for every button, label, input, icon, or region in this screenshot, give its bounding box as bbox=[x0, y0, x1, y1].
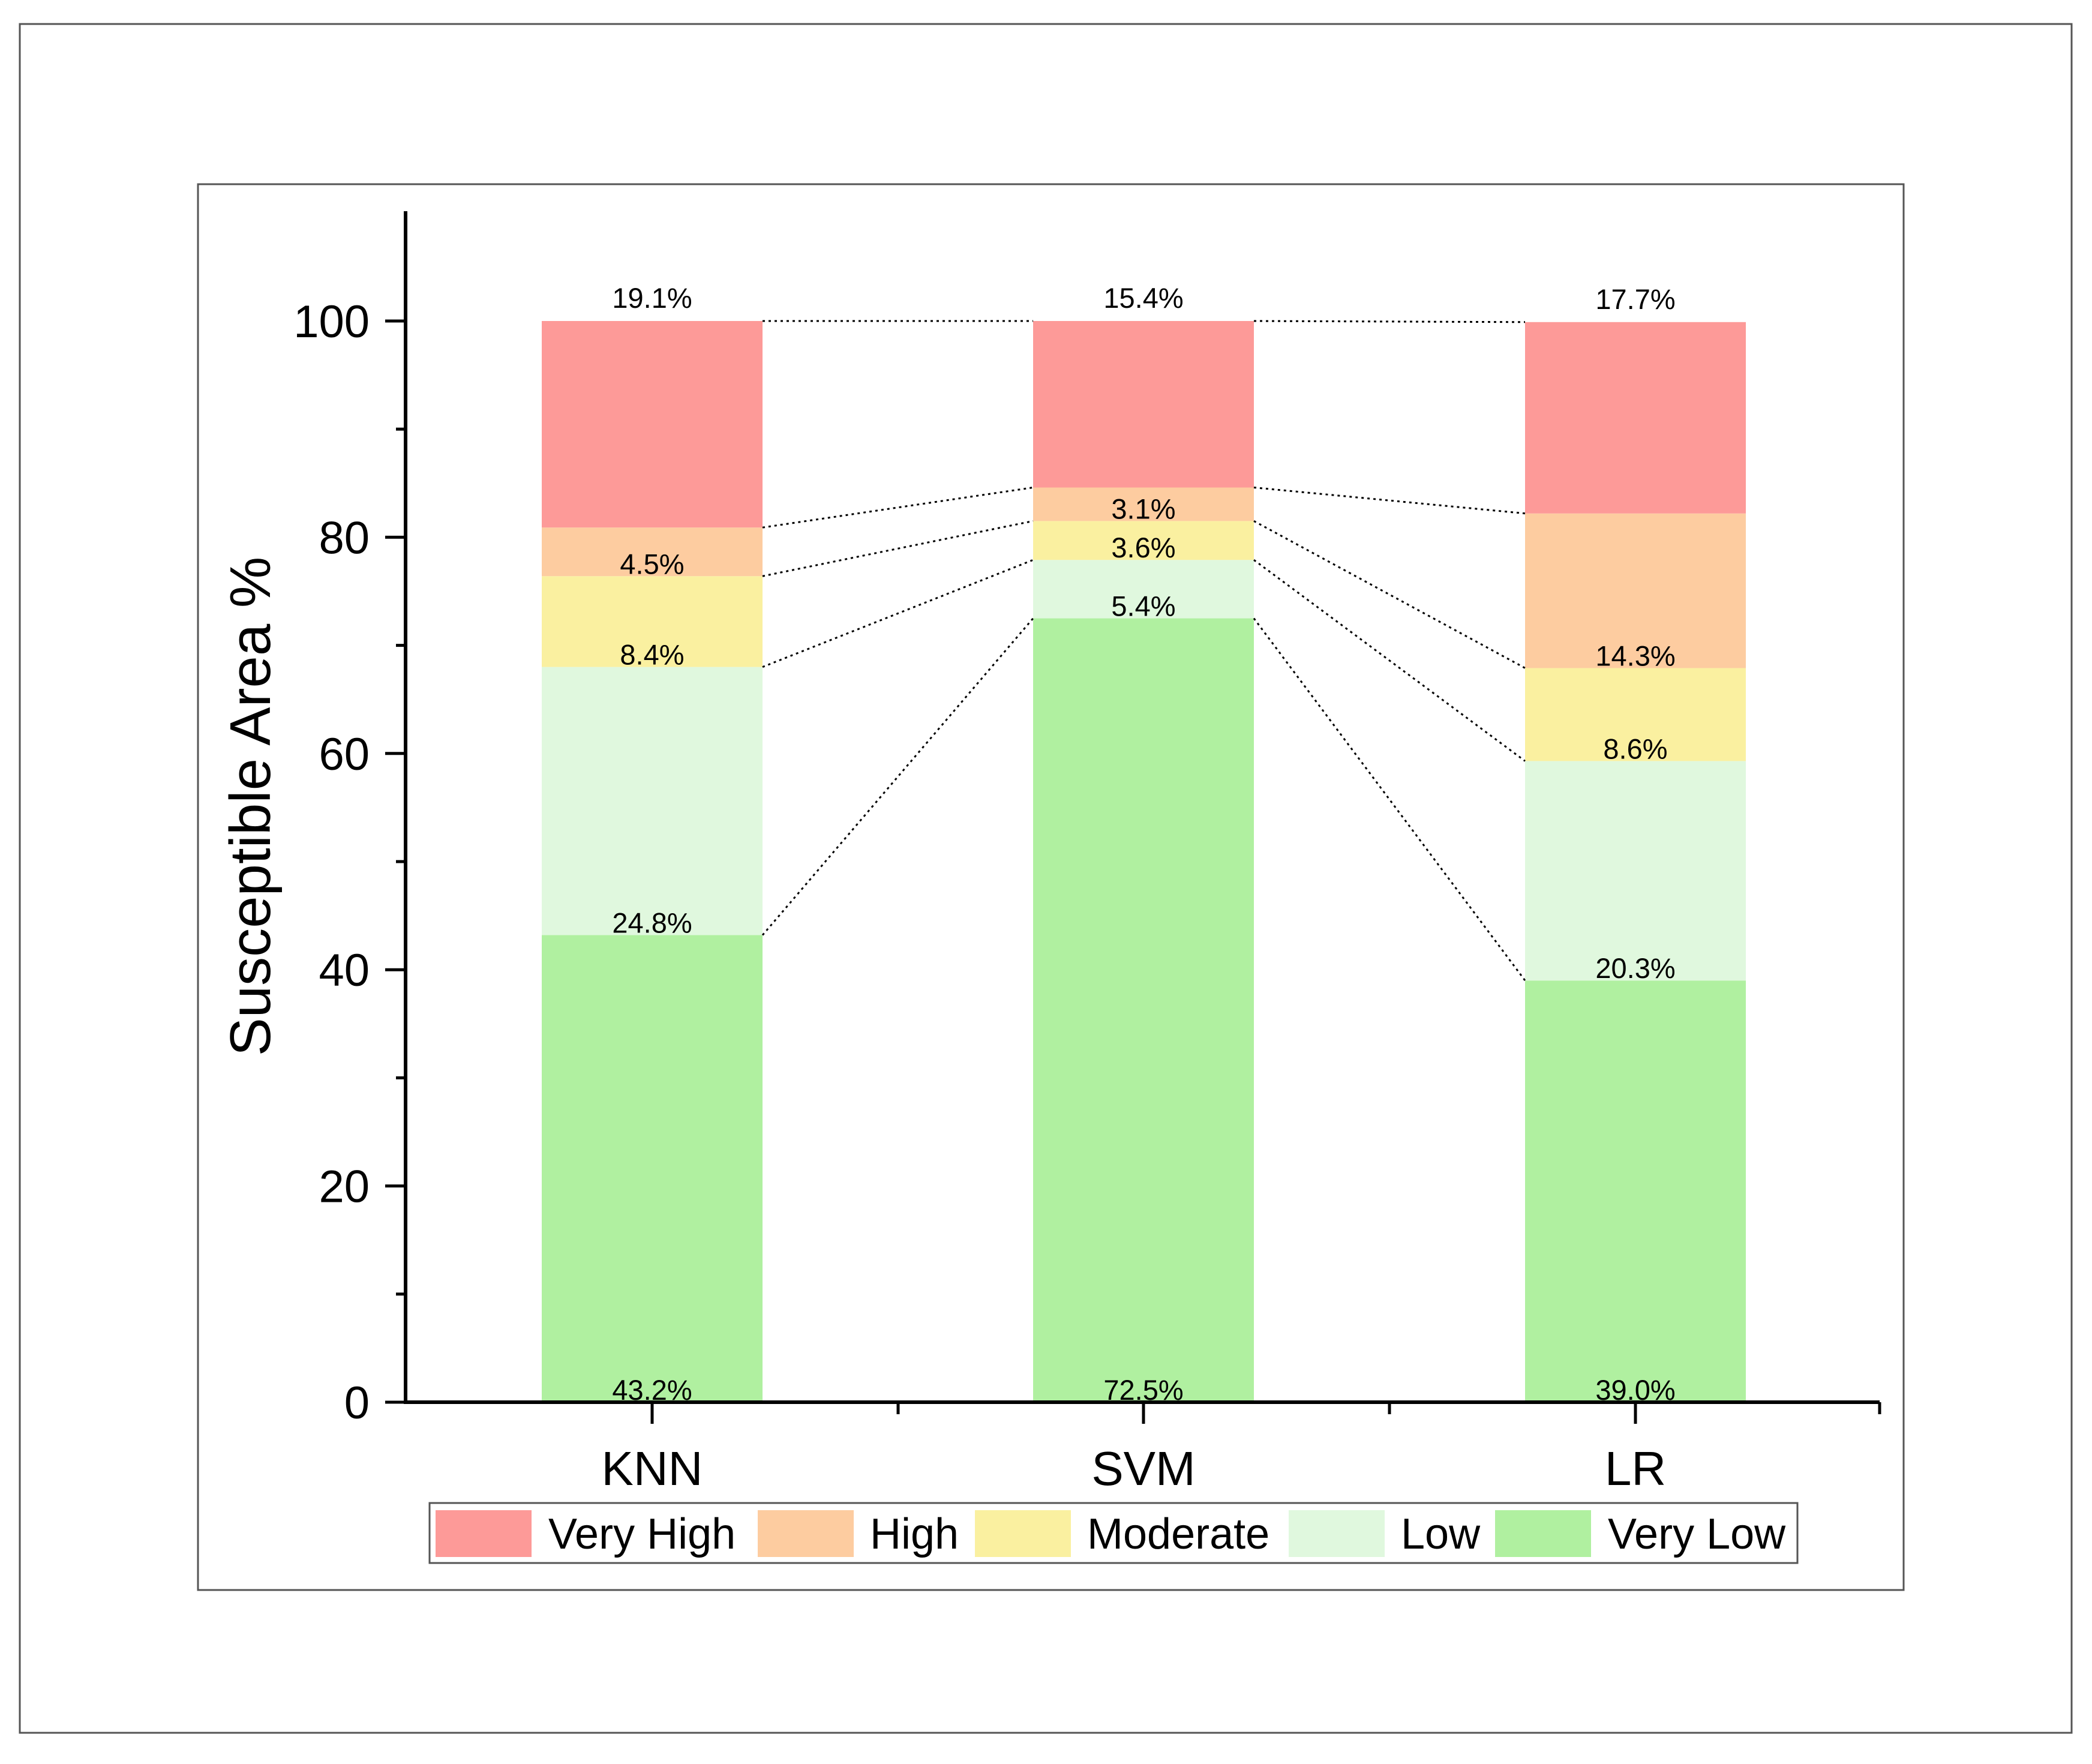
legend-label-very-high: Very High bbox=[548, 1510, 736, 1558]
legend-label-low: Low bbox=[1401, 1510, 1481, 1558]
bar-segment-high-lr bbox=[1525, 513, 1746, 668]
connector-lines-layer bbox=[761, 320, 1526, 982]
bar-segment-high-svm bbox=[1033, 487, 1254, 521]
connector-line bbox=[762, 487, 1034, 529]
bar-segment-very-high-knn bbox=[542, 321, 763, 528]
y-tick-label: 20 bbox=[319, 1162, 370, 1213]
axes-layer: 0 20 40 60 80 100 Susceptible Area % KNN SVM LR bbox=[218, 211, 1881, 1495]
bar-segment-moderate-svm bbox=[1033, 521, 1254, 560]
bar-segment-very-low-lr bbox=[1525, 980, 1746, 1402]
value-label: 3.6% bbox=[1111, 532, 1175, 563]
value-label: 43.2% bbox=[612, 1374, 692, 1406]
bar-segment-moderate-lr bbox=[1525, 668, 1746, 761]
segment-labels-layer: 43.2% 24.8% 8.4% 4.5% 19.1% 72.5% 5.4% 3.6% 3.1%… bbox=[612, 282, 1675, 1406]
value-label: 39.0% bbox=[1595, 1374, 1675, 1406]
legend-swatch-moderate bbox=[975, 1510, 1071, 1557]
value-label: 8.4% bbox=[620, 639, 684, 671]
x-tick-label-svm: SVM bbox=[1091, 1442, 1195, 1495]
legend-swatch-very-high bbox=[436, 1510, 532, 1557]
legend-label-high: High bbox=[870, 1510, 959, 1558]
legend: Very High High Moderate Low Very Low bbox=[428, 1502, 1799, 1564]
value-label: 24.8% bbox=[612, 907, 692, 939]
y-tick-label: 40 bbox=[319, 945, 370, 996]
value-label: 8.6% bbox=[1603, 733, 1667, 764]
connector-line bbox=[1253, 520, 1526, 669]
connector-line bbox=[1253, 617, 1526, 982]
bar-segment-very-high-lr bbox=[1525, 322, 1746, 514]
value-label: 4.5% bbox=[620, 548, 684, 580]
bar-segment-very-high-svm bbox=[1033, 321, 1254, 488]
bar-segment-very-low-svm bbox=[1033, 618, 1254, 1402]
plot-frame bbox=[197, 183, 1905, 1591]
x-tick-label-lr: LR bbox=[1605, 1442, 1666, 1495]
value-label: 5.4% bbox=[1111, 590, 1175, 622]
connector-line bbox=[762, 520, 1034, 577]
bar-segment-low-svm bbox=[1033, 560, 1254, 619]
bar-segment-low-knn bbox=[542, 667, 763, 935]
legend-swatch-low bbox=[1289, 1510, 1385, 1557]
value-label: 72.5% bbox=[1103, 1374, 1183, 1406]
connector-line bbox=[1253, 559, 1526, 762]
y-tick-label: 0 bbox=[344, 1378, 370, 1429]
y-tick-label: 100 bbox=[293, 296, 370, 347]
bar-segment-low-lr bbox=[1525, 761, 1746, 981]
bar-segment-moderate-knn bbox=[542, 576, 763, 667]
legend-swatch-high bbox=[758, 1510, 854, 1557]
outer-frame bbox=[19, 23, 2073, 1734]
connector-line bbox=[1253, 487, 1526, 515]
value-label: 19.1% bbox=[612, 282, 692, 314]
value-label: 14.3% bbox=[1595, 640, 1675, 671]
value-label: 20.3% bbox=[1595, 952, 1675, 984]
y-axis-title: Susceptible Area % bbox=[218, 557, 283, 1057]
bar-segment-high-knn bbox=[542, 527, 763, 577]
legend-swatch-very-low bbox=[1495, 1510, 1591, 1557]
value-label: 17.7% bbox=[1595, 283, 1675, 315]
value-label: 3.1% bbox=[1111, 493, 1175, 524]
connector-line bbox=[762, 559, 1034, 668]
legend-label-very-low: Very Low bbox=[1608, 1510, 1786, 1558]
legend-label-moderate: Moderate bbox=[1087, 1510, 1269, 1558]
connector-line bbox=[1253, 320, 1526, 323]
bars-layer bbox=[542, 321, 1746, 1402]
y-tick-label: 60 bbox=[319, 729, 370, 780]
connector-line bbox=[761, 617, 1034, 936]
value-label: 15.4% bbox=[1103, 282, 1183, 314]
x-tick-label-knn: KNN bbox=[602, 1442, 703, 1495]
bar-segment-very-low-knn bbox=[542, 935, 763, 1402]
y-tick-label: 80 bbox=[319, 512, 370, 563]
